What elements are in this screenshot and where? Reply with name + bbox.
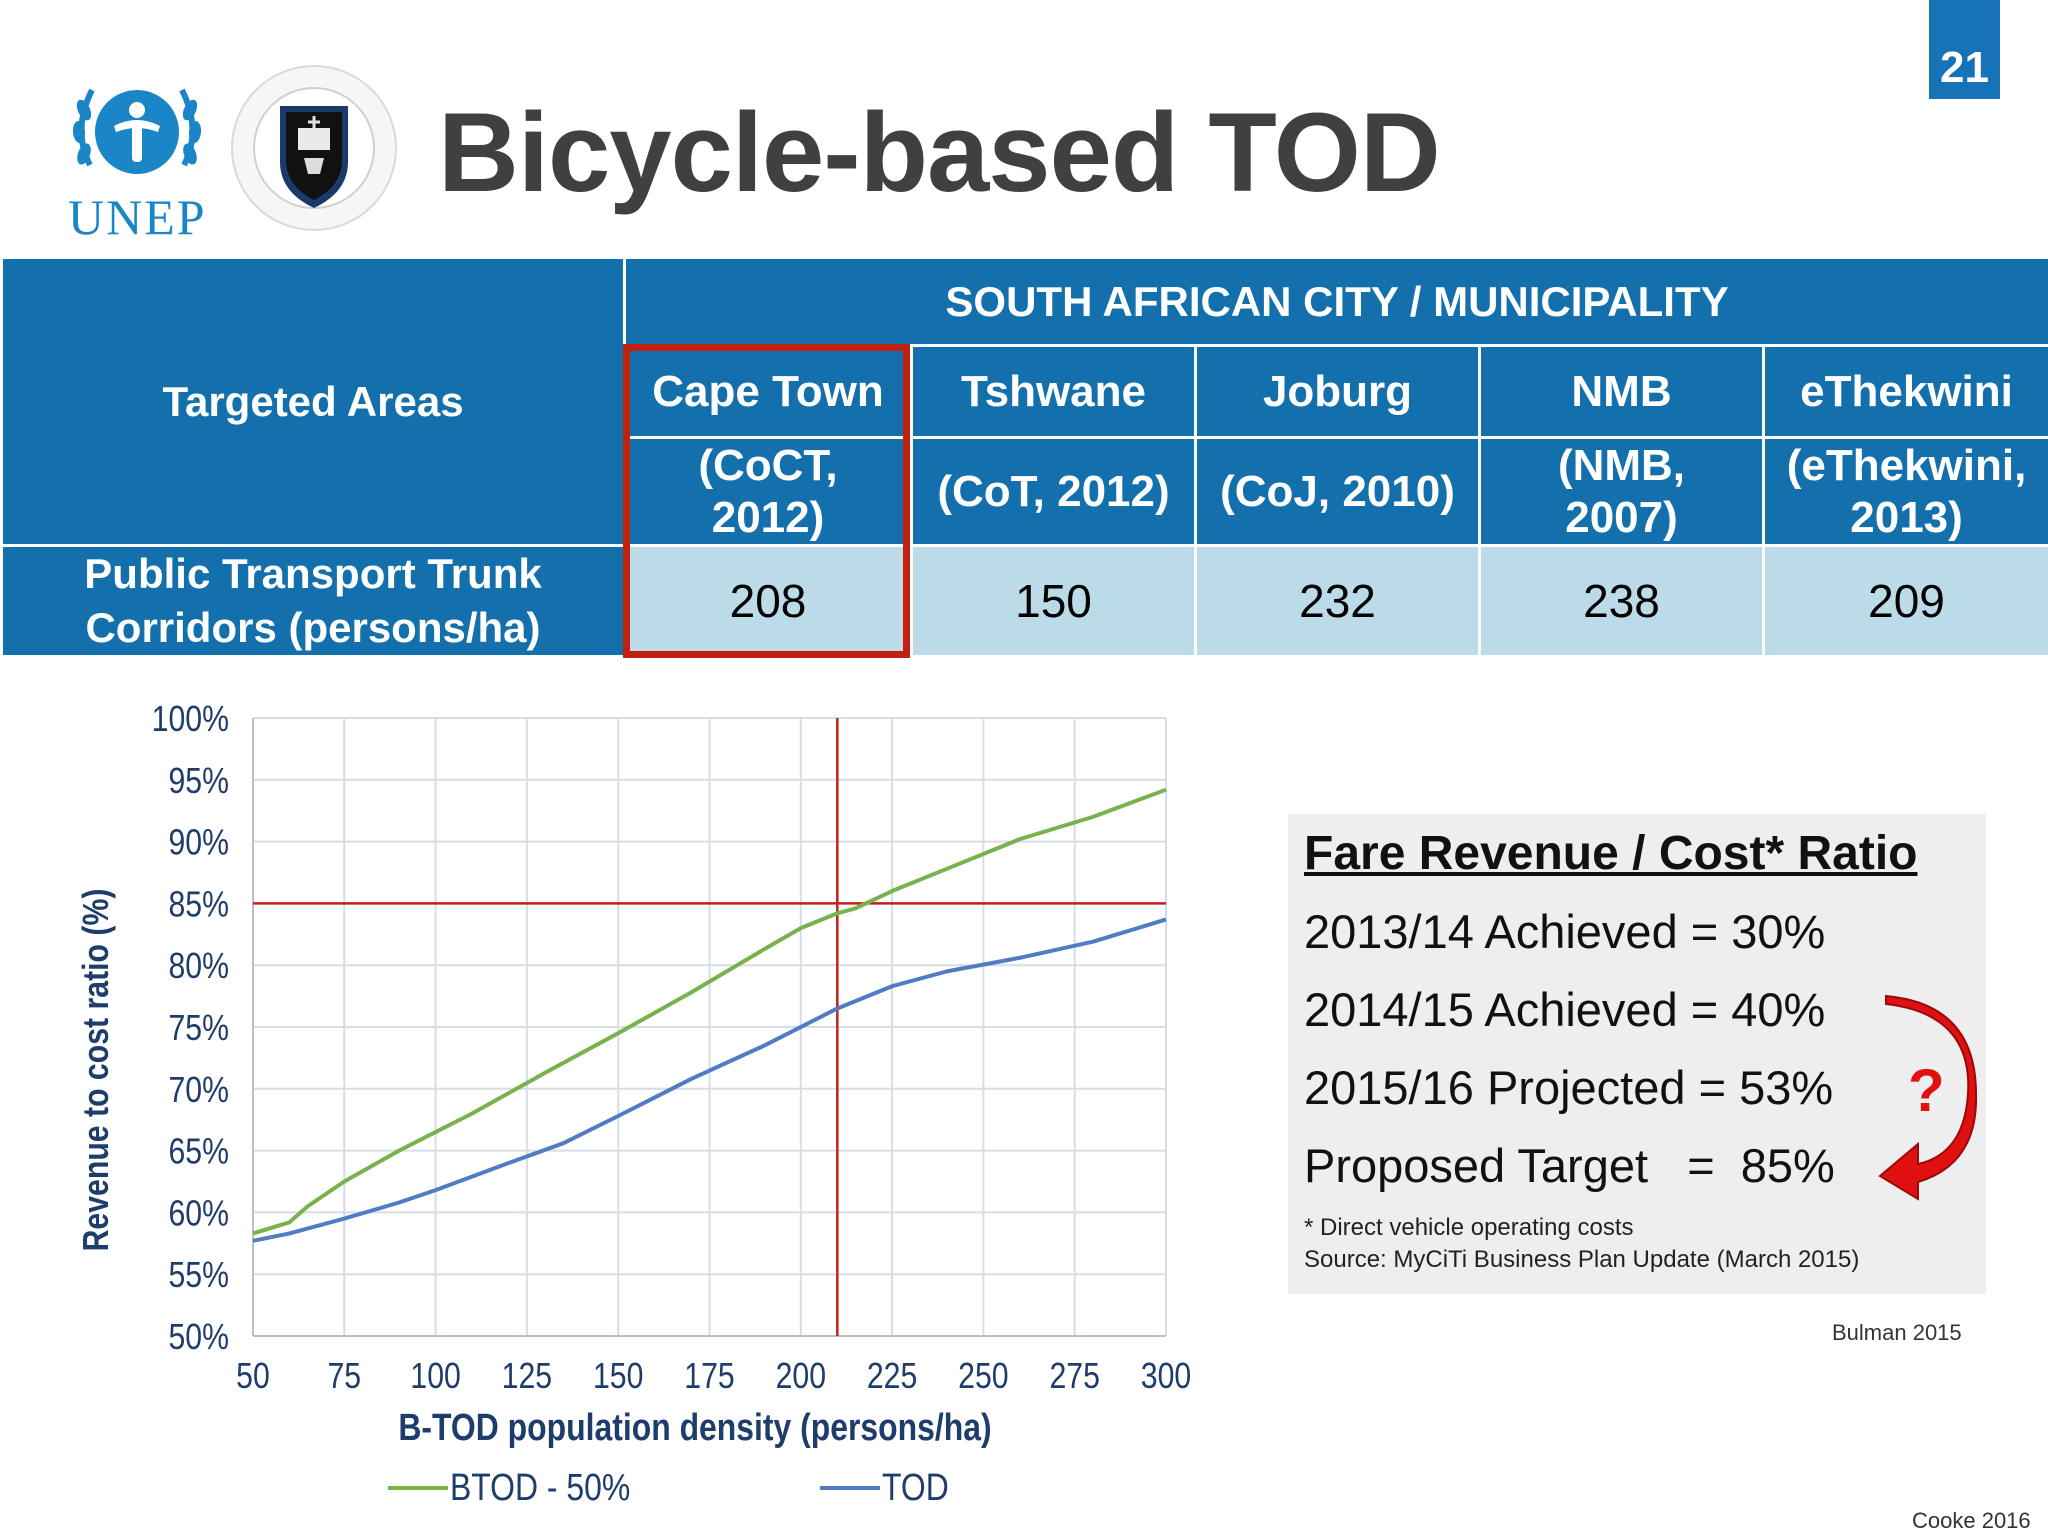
uct-crest-icon [231,65,397,231]
y-axis-label: Revenue to cost ratio (%) [77,889,117,1252]
x-tick-label: 125 [502,1357,552,1397]
legend-label: TOD [882,1466,949,1508]
chart-grid [252,717,1167,1337]
corner-label: Targeted Areas [0,256,626,547]
series-lines [252,787,1167,1243]
value-ethekwini: 209 [1761,544,2048,658]
value-joburg: 232 [1194,544,1481,658]
tick-labels: 50 75 100 125 150 175 200 225 250 275 300 50% 55% 60%… [152,700,1192,1397]
unep-emblem-icon [72,88,202,174]
y-tick-label: 65% [168,1132,229,1172]
y-tick-label: 70% [168,1070,229,1110]
density-table: Targeted Areas SOUTH AFRICAN CITY / MUNI… [0,256,2048,658]
fare-line-target: Proposed Target = 85% [1304,1139,1835,1192]
x-tick-label: 300 [1141,1357,1191,1397]
reference-lines [253,718,1166,1336]
y-tick-label: 80% [168,947,229,987]
series-line-btod [252,787,1167,1236]
question-mark: ? [1908,1057,1945,1124]
chart-credit: Bulman 2015 [1832,1320,1962,1345]
line-chart: 50 75 100 125 150 175 200 225 250 275 300 50% 55% 60%… [60,700,1220,1530]
chart-legend: BTOD - 50% TOD [388,1466,949,1509]
y-tick-label: 90% [168,823,229,863]
slide-title: Bicycle-based TOD [438,90,1441,215]
x-tick-label: 250 [958,1357,1008,1397]
value-tshwane: 150 [910,544,1197,658]
y-tick-label: 55% [168,1256,229,1296]
city-source-joburg: (CoJ, 2010) [1194,436,1481,547]
value-nmb: 238 [1478,544,1765,658]
x-tick-label: 50 [236,1357,270,1397]
unep-logo: UNEP [62,70,212,245]
x-tick-label: 150 [593,1357,643,1397]
unep-wordmark: UNEP [68,189,207,245]
city-source-nmb: (NMB, 2007) [1478,436,1765,547]
series-line-tod [252,917,1167,1243]
fare-line-2015: 2015/16 Projected = 53% [1304,1061,1834,1114]
city-source-tshwane: (CoT, 2012) [910,436,1197,547]
cape-town-highlight [623,344,910,658]
x-tick-label: 75 [327,1357,361,1397]
fare-footnote: * Direct vehicle operating costs [1304,1214,1634,1241]
x-tick-label: 225 [867,1357,917,1397]
uct-seal-logo [228,62,400,234]
chart-svg: 50 75 100 125 150 175 200 225 250 275 300 50% 55% 60%… [77,700,1192,1509]
x-tick-label: 200 [776,1357,826,1397]
city-name-joburg: Joburg [1194,344,1481,439]
curved-arrow-icon [1878,994,1978,1201]
group-header: SOUTH AFRICAN CITY / MUNICIPALITY [622,256,2048,347]
fare-box-title: Fare Revenue / Cost* Ratio [1304,827,1918,880]
y-tick-label: 60% [168,1194,229,1234]
city-source-cape-town: (CoCT, 2012) [623,436,913,547]
y-tick-label: 95% [168,761,229,801]
y-tick-label: 85% [168,885,229,925]
x-tick-label: 275 [1049,1357,1099,1397]
y-tick-label: 100% [152,700,229,740]
city-name-ethekwini: eThekwini [1761,344,2048,439]
y-tick-label: 50% [168,1318,229,1358]
legend-label: BTOD - 50% [450,1466,630,1508]
y-tick-label: 75% [168,1009,229,1049]
slide-credit: Cooke 2016 [1912,1508,2031,1533]
slide-number: 21 [1929,0,2000,99]
city-name-tshwane: Tshwane [910,344,1197,439]
x-axis-label: B-TOD population density (persons/ha) [398,1406,991,1448]
value-cape-town: 208 [623,544,913,658]
fare-line-2014: 2014/15 Achieved = 40% [1304,983,1826,1036]
fare-source: Source: MyCiTi Business Plan Update (Mar… [1304,1246,1860,1273]
x-tick-label: 175 [684,1357,734,1397]
city-source-ethekwini: (eThekwini, 2013) [1761,436,2048,547]
x-tick-label: 100 [410,1357,460,1397]
row-label: Public Transport Trunk Corridors (person… [0,544,626,658]
city-name-nmb: NMB [1478,344,1765,439]
fare-line-2013: 2013/14 Achieved = 30% [1304,905,1826,958]
fare-revenue-box: Fare Revenue / Cost* Ratio 2013/14 Achie… [1288,814,1986,1294]
